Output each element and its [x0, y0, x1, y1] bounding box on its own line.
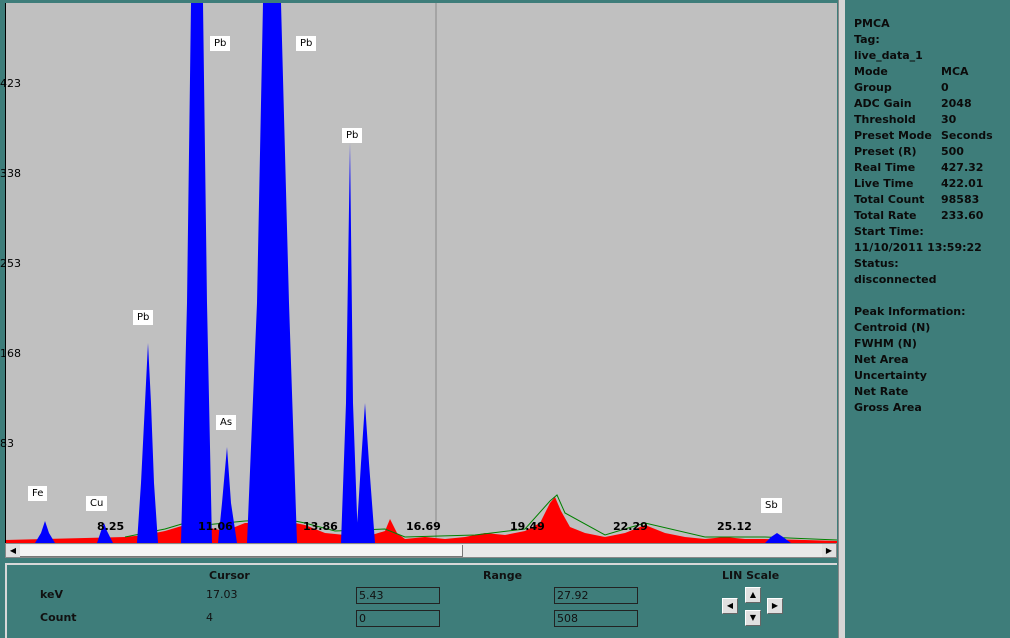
- peak-info-row: Gross Area: [854, 401, 922, 414]
- scroll-left-icon[interactable]: ◀: [6, 544, 20, 557]
- info-value: 422.01: [941, 177, 984, 190]
- info-value: 0: [941, 81, 949, 94]
- scroll-thumb[interactable]: [20, 545, 463, 557]
- series-blue-peaks: [35, 3, 791, 543]
- scale-up-icon[interactable]: ▲: [745, 587, 761, 603]
- scale-header: LIN Scale: [722, 569, 780, 582]
- x-tick-label: 8.25: [97, 520, 125, 533]
- info-label: Real Time: [854, 161, 916, 174]
- info-value: 233.60: [941, 209, 984, 222]
- peak-label-pb: Pb: [210, 36, 231, 51]
- x-tick-label: 11.06: [198, 520, 233, 533]
- peak-info-row: Centroid (N): [854, 321, 931, 334]
- x-tick-label: 19.49: [510, 520, 545, 533]
- tag-value: live_data_1: [854, 49, 923, 62]
- spectrum-plot[interactable]: [5, 3, 837, 543]
- y-tick-label: 253: [0, 257, 21, 270]
- peak-label-fe: Fe: [28, 486, 48, 501]
- peak-info-header: Peak Information:: [854, 305, 966, 318]
- y-tick-label: 168: [0, 347, 21, 360]
- peak-label-pb: Pb: [342, 128, 363, 143]
- range-header: Range: [483, 569, 523, 582]
- y-tick-label: 423: [0, 77, 21, 90]
- range-count-low-field[interactable]: 0: [356, 610, 440, 627]
- kev-label: keV: [40, 588, 63, 601]
- info-value: 500: [941, 145, 964, 158]
- y-tick-label: 338: [0, 167, 21, 180]
- scale-down-icon[interactable]: ▼: [745, 610, 761, 626]
- scale-left-icon[interactable]: ◀: [722, 598, 738, 614]
- range-kev-low-field[interactable]: 5.43: [356, 587, 440, 604]
- scale-right-icon[interactable]: ▶: [767, 598, 783, 614]
- info-value: 2048: [941, 97, 972, 110]
- peak-label-pb: Pb: [296, 36, 317, 51]
- info-label: Threshold: [854, 113, 916, 126]
- peak-info-row: Net Rate: [854, 385, 909, 398]
- count-label: Count: [40, 611, 77, 624]
- status-label: Status:: [854, 257, 899, 270]
- info-label: Live Time: [854, 177, 914, 190]
- peak-label-cu: Cu: [86, 496, 108, 511]
- info-label: Preset (R): [854, 145, 917, 158]
- peak-label-sb: Sb: [761, 498, 782, 513]
- peak-info-row: Uncertainty: [854, 369, 927, 382]
- info-value: 427.32: [941, 161, 984, 174]
- start-time-label: Start Time:: [854, 225, 924, 238]
- info-label: Preset Mode: [854, 129, 932, 142]
- info-value: 30: [941, 113, 957, 126]
- peak-label-pb: Pb: [133, 310, 154, 325]
- cursor-range-panel: Cursor Range LIN Scale keV Count 17.03 4…: [5, 563, 837, 638]
- x-tick-label: 22.29: [613, 520, 648, 533]
- info-label: ADC Gain: [854, 97, 912, 110]
- info-label: Mode: [854, 65, 888, 78]
- peak-info-row: Net Area: [854, 353, 909, 366]
- scroll-right-icon[interactable]: ▶: [822, 544, 836, 557]
- peak-label-as: As: [216, 415, 237, 430]
- info-panel: PMCA Tag: live_data_1 Mode MCA Group 0 A…: [845, 3, 1010, 638]
- info-label: Total Rate: [854, 209, 917, 222]
- range-count-high-field[interactable]: 508: [554, 610, 638, 627]
- cursor-kev-value: 17.03: [206, 588, 238, 601]
- info-value: Seconds: [941, 129, 993, 142]
- info-title: PMCA: [854, 17, 890, 30]
- series-green-edge: [124, 494, 837, 541]
- range-kev-high-field[interactable]: 27.92: [554, 587, 638, 604]
- tag-label: Tag:: [854, 33, 880, 46]
- peak-info-row: FWHM (N): [854, 337, 917, 350]
- x-tick-label: 25.12: [717, 520, 752, 533]
- series-red-continuum: [5, 497, 837, 543]
- info-value: MCA: [941, 65, 969, 78]
- x-tick-label: 13.86: [303, 520, 338, 533]
- cursor-count-value: 4: [206, 611, 213, 624]
- info-label: Group: [854, 81, 892, 94]
- info-value: 98583: [941, 193, 980, 206]
- spectrum-svg: [5, 3, 837, 543]
- start-time-value: 11/10/2011 13:59:22: [854, 241, 982, 254]
- horizontal-scrollbar[interactable]: ◀ ▶: [5, 543, 837, 558]
- y-axis: [5, 3, 6, 543]
- status-value: disconnected: [854, 273, 937, 286]
- x-tick-label: 16.69: [406, 520, 441, 533]
- panel-divider[interactable]: [838, 0, 845, 638]
- info-label: Total Count: [854, 193, 925, 206]
- cursor-header: Cursor: [209, 569, 250, 582]
- y-tick-label: 83: [0, 437, 14, 450]
